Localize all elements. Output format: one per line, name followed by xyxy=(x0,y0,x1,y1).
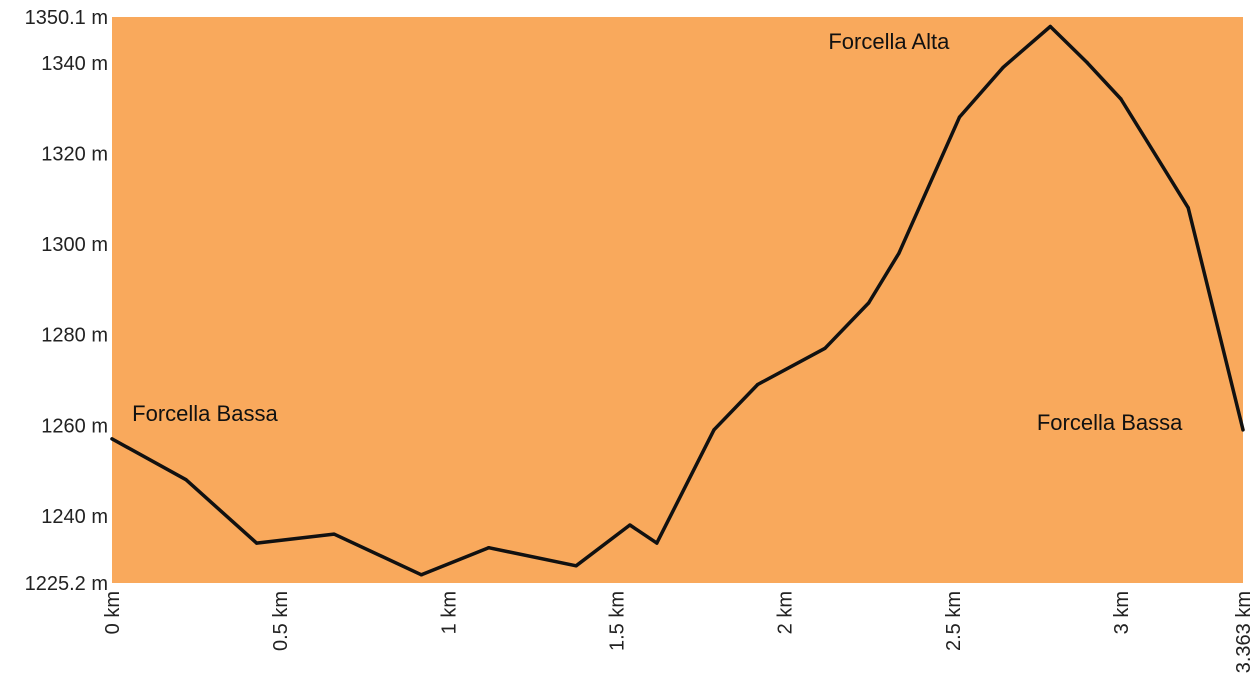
elevation-point xyxy=(110,437,114,441)
elevation-point xyxy=(897,251,901,255)
x-tick-label: 0 km xyxy=(102,591,124,634)
point-annotation: Forcella Bassa xyxy=(132,401,278,426)
x-tick-label: 1 km xyxy=(438,591,460,634)
elevation-point xyxy=(1001,65,1005,69)
elevation-point xyxy=(867,301,871,305)
x-axis: 0 km 0.5 km 1 km 1.5 km 2 km 2.5 km 3 km 3.363 … xyxy=(102,591,1250,673)
point-annotation: Forcella Alta xyxy=(828,29,950,54)
elevation-point xyxy=(1186,206,1190,210)
elevation-point xyxy=(756,382,760,387)
y-tick-label: 1280 m xyxy=(41,325,108,347)
y-tick-label: 1240 m xyxy=(41,506,108,528)
elevation-point xyxy=(255,541,259,545)
annotations: Forcella Bassa Forcella Alta Forcella Bass… xyxy=(132,29,1183,435)
elevation-area xyxy=(112,26,1243,583)
y-axis: 1225.2 m 1240 m 1260 m 1280 m 1300 m 1320 m 13… xyxy=(25,7,108,595)
elevation-point xyxy=(487,546,491,550)
elevation-point xyxy=(1048,24,1052,29)
y-tick-label: 1260 m xyxy=(41,415,108,437)
x-tick-label: 2 km xyxy=(775,591,797,634)
elevation-point xyxy=(419,573,424,577)
elevation-point xyxy=(184,478,188,482)
x-tick-label: 2.5 km xyxy=(943,591,965,651)
y-tick-label: 1340 m xyxy=(41,53,108,75)
elevation-point xyxy=(574,564,578,568)
elevation-point xyxy=(1085,61,1089,65)
elevation-point xyxy=(823,346,827,350)
elevation-point xyxy=(1119,97,1123,101)
elevation-point xyxy=(628,523,632,527)
elevation-point xyxy=(655,541,659,545)
point-annotation: Forcella Bassa xyxy=(1037,410,1183,435)
elevation-point xyxy=(957,115,962,119)
x-tick-label: 3 km xyxy=(1111,591,1133,634)
y-tick-label: 1300 m xyxy=(41,234,108,256)
elevation-point xyxy=(332,532,336,536)
y-tick-label: 1320 m xyxy=(41,143,108,165)
elevation-point xyxy=(1241,428,1245,432)
y-tick-label: 1350.1 m xyxy=(25,7,108,29)
x-tick-label: 1.5 km xyxy=(606,591,628,651)
y-tick-label: 1225.2 m xyxy=(25,573,108,595)
elevation-point xyxy=(712,428,716,432)
elevation-points xyxy=(110,24,1245,577)
x-tick-label: 3.363 km xyxy=(1233,591,1250,673)
x-tick-label: 0.5 km xyxy=(270,591,292,651)
